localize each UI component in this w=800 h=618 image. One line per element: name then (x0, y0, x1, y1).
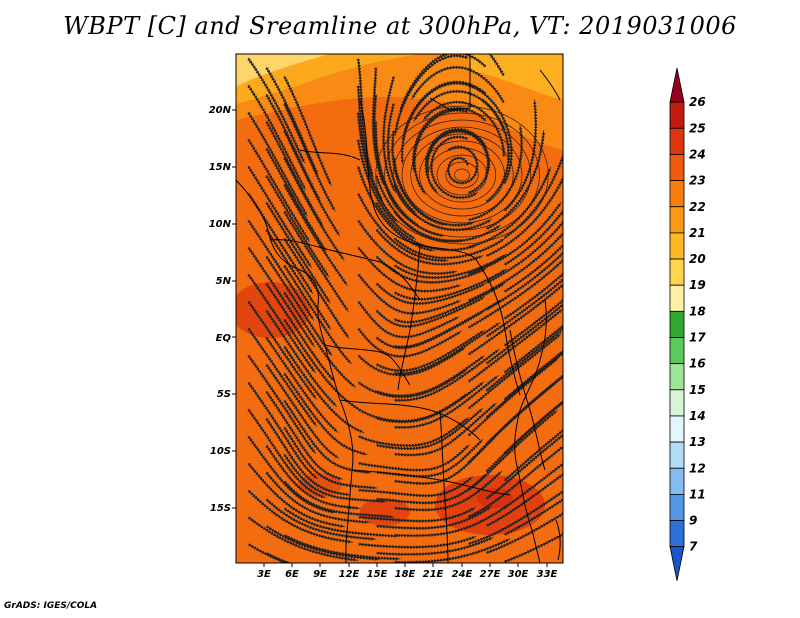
lat-label: 10N (209, 219, 232, 230)
lat-label: 5S (217, 389, 231, 400)
colorbar: 26 25 24 23 22 21 20 19 18 17 16 15 14 13 12 11 9 7 (669, 67, 706, 581)
cyclone-streamline (410, 133, 514, 217)
lon-label: 3E (257, 569, 271, 580)
credit-text: GrADS: IGES/COLA (4, 601, 98, 611)
colorbar-swatch (669, 154, 685, 181)
colorbar-swatch (669, 493, 685, 521)
lon-label: 6E (285, 569, 299, 580)
cyclone-streamline (384, 112, 540, 238)
country-borders (236, 54, 546, 563)
lon-label: 24E (452, 569, 473, 580)
colorbar-label: 18 (689, 304, 706, 318)
warm-core-southeast (477, 488, 513, 508)
madagascar-outline (555, 519, 561, 561)
map-area (236, 54, 563, 563)
cyclone-streamline (419, 140, 505, 210)
streamline (283, 534, 401, 561)
colorbar-cap-top (669, 67, 685, 103)
lat-label: 10S (210, 446, 231, 457)
colorbar-label: 20 (689, 252, 706, 266)
colorbar-label: 23 (689, 174, 706, 188)
colorbar-swatch (669, 389, 685, 417)
lon-label: 9E (313, 569, 327, 580)
colorbar-swatch (669, 520, 685, 548)
warm-patch-southwest (298, 473, 342, 497)
lat-label: 15N (209, 162, 232, 173)
longitude-axis: 3E 6E 9E 12E 15E 18E 21E 24E 27E 30E 33E (257, 563, 558, 580)
cyclone-streamline (375, 105, 549, 245)
colorbar-swatch (669, 310, 685, 338)
cyclone-streamline (401, 126, 523, 224)
colorbar-label: 14 (689, 409, 706, 423)
colorbar-label: 22 (689, 200, 706, 214)
lat-label: 15S (210, 503, 231, 514)
warm-patch-west (236, 282, 310, 338)
lon-label: 21E (423, 569, 444, 580)
colorbar-label: 25 (689, 121, 706, 135)
streamline (265, 551, 301, 563)
chart-title: WBPT [C] and Sreamline at 300hPa, VT: 20… (63, 12, 737, 40)
lon-label: 33E (537, 569, 558, 580)
streamline (393, 538, 511, 563)
map-frame (235, 53, 564, 564)
colorbar-label: 15 (689, 383, 706, 397)
cyclone-streamline (445, 161, 479, 189)
lon-label: 12E (339, 569, 360, 580)
colorbar-swatch (669, 127, 685, 155)
colorbar-swatch (669, 441, 685, 469)
warm-patch-south (360, 498, 410, 526)
colorbar-label: 26 (689, 95, 706, 109)
lon-label: 30E (508, 569, 529, 580)
colorbar-swatch (669, 363, 685, 391)
colorbar-label: 21 (689, 226, 706, 240)
colorbar-swatch (669, 337, 685, 365)
cyclone-streamline (427, 147, 497, 203)
coastline-east (514, 69, 561, 563)
colorbar-label: 24 (689, 147, 706, 161)
colorbar-swatch (669, 101, 685, 129)
colorbar-swatch (669, 415, 685, 443)
colorbar-label: 19 (689, 278, 706, 292)
lon-label: 18E (395, 569, 416, 580)
lat-label: EQ (216, 333, 232, 344)
colorbar-cap-bottom (669, 546, 685, 581)
cyclone-streamline (392, 119, 532, 231)
colorbar-swatch (669, 206, 685, 234)
colorbar-label: 13 (689, 435, 706, 449)
lon-label: 27E (480, 569, 501, 580)
colorbar-label: 11 (689, 487, 706, 501)
lat-label: 20N (209, 105, 232, 116)
cyclone-streamline (454, 168, 470, 182)
colorbar-swatch (669, 232, 685, 260)
colorbar-swatch (669, 284, 685, 312)
streamline (503, 533, 563, 563)
latitude-axis: 20N 15N 10N 5N EQ 5S 10S 15S (209, 105, 236, 514)
colorbar-label: 7 (689, 540, 698, 554)
lon-label: 15E (367, 569, 388, 580)
colorbar-label: 12 (689, 461, 706, 475)
colorbar-label: 16 (689, 357, 706, 371)
colorbar-label: 17 (689, 331, 706, 345)
cyclone-streamline (436, 154, 488, 196)
colorbar-swatch (669, 258, 685, 286)
lat-label: 5N (216, 276, 232, 287)
colorbar-swatch (669, 467, 685, 495)
colorbar-label: 9 (689, 514, 697, 528)
colorbar-swatch (669, 180, 685, 208)
